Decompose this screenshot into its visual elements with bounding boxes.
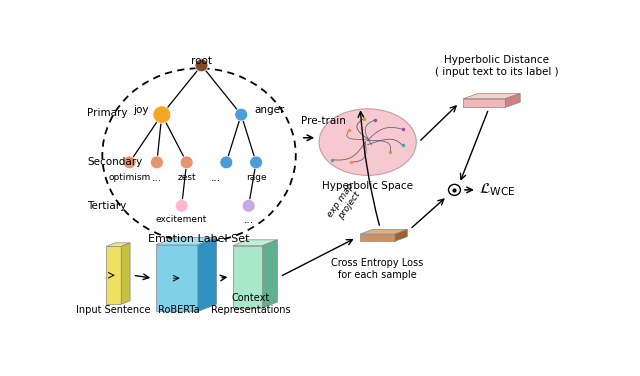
Text: Secondary: Secondary bbox=[88, 156, 143, 167]
Text: Cross Entropy Loss
for each sample: Cross Entropy Loss for each sample bbox=[332, 258, 424, 279]
Text: Tertiary: Tertiary bbox=[88, 201, 127, 211]
Ellipse shape bbox=[175, 199, 188, 212]
Polygon shape bbox=[233, 240, 277, 246]
Polygon shape bbox=[106, 243, 130, 246]
Polygon shape bbox=[360, 229, 408, 234]
Polygon shape bbox=[121, 243, 130, 304]
Text: ...: ... bbox=[152, 173, 162, 182]
Text: rage: rage bbox=[246, 173, 266, 182]
Text: joy: joy bbox=[133, 105, 148, 115]
Ellipse shape bbox=[220, 156, 233, 169]
Ellipse shape bbox=[195, 59, 208, 72]
Polygon shape bbox=[463, 99, 506, 108]
Text: Primary: Primary bbox=[88, 108, 128, 118]
Text: Input Sentence: Input Sentence bbox=[76, 305, 151, 315]
Text: root: root bbox=[191, 56, 212, 66]
Ellipse shape bbox=[319, 109, 416, 175]
Polygon shape bbox=[463, 94, 520, 99]
Text: excitement: excitement bbox=[156, 215, 207, 224]
Polygon shape bbox=[395, 229, 408, 241]
Ellipse shape bbox=[242, 199, 255, 212]
Text: exp map
project: exp map project bbox=[326, 181, 365, 224]
Polygon shape bbox=[106, 246, 121, 304]
Text: Hyperbolic Distance
( input text to its label ): Hyperbolic Distance ( input text to its … bbox=[435, 55, 559, 77]
Text: ...: ... bbox=[211, 173, 221, 182]
Ellipse shape bbox=[250, 156, 262, 169]
Ellipse shape bbox=[235, 108, 248, 121]
Text: Emotion Label Set: Emotion Label Set bbox=[148, 234, 250, 244]
Ellipse shape bbox=[150, 156, 163, 169]
Text: optimism: optimism bbox=[108, 173, 151, 182]
Ellipse shape bbox=[153, 106, 171, 123]
Text: Context
Representations: Context Representations bbox=[211, 293, 291, 315]
Polygon shape bbox=[506, 94, 520, 108]
Text: Hyperbolic Space: Hyperbolic Space bbox=[322, 181, 413, 191]
Ellipse shape bbox=[180, 156, 193, 169]
Text: Pre-train: Pre-train bbox=[301, 116, 346, 126]
Polygon shape bbox=[233, 246, 262, 308]
Polygon shape bbox=[262, 240, 277, 308]
Ellipse shape bbox=[449, 184, 460, 196]
Text: zest: zest bbox=[177, 173, 196, 182]
Polygon shape bbox=[360, 234, 395, 241]
Polygon shape bbox=[156, 245, 198, 311]
Text: RoBERTa: RoBERTa bbox=[158, 305, 200, 315]
Ellipse shape bbox=[123, 156, 136, 169]
Text: anger: anger bbox=[255, 105, 285, 115]
Polygon shape bbox=[198, 238, 217, 311]
Polygon shape bbox=[156, 238, 217, 245]
Text: $\mathcal{L}_{\mathrm{WCE}}$: $\mathcal{L}_{\mathrm{WCE}}$ bbox=[479, 182, 516, 198]
Text: ...: ... bbox=[244, 215, 253, 225]
